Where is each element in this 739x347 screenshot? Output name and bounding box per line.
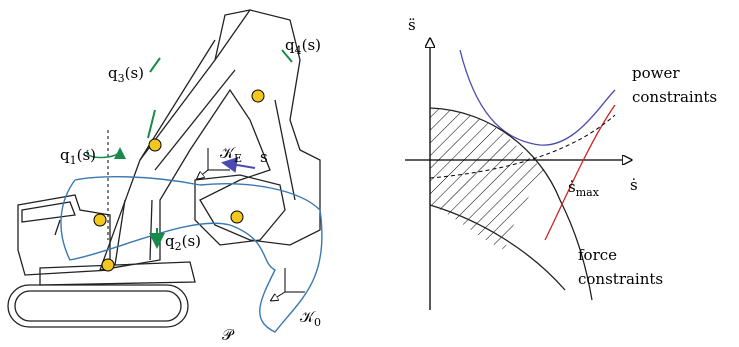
- power-label: power: [632, 64, 680, 82]
- label: s: [260, 148, 268, 166]
- x-mark-label-part: max: [576, 186, 600, 199]
- figure: q3(s)q4(s)q1(s)𝒦Esq2(s)𝒫𝒦0 s̈ṡṡmaxpowerc…: [0, 0, 739, 347]
- label-part: (s): [182, 232, 201, 250]
- force-label: constraints: [578, 270, 663, 288]
- label-part: s: [260, 148, 268, 166]
- power-label-part: constraints: [632, 88, 717, 106]
- label-part: E: [234, 152, 242, 165]
- x-mark-label: ṡmax: [568, 178, 600, 199]
- power-label-part: power: [632, 64, 680, 82]
- y-axis-label: s̈: [408, 16, 416, 34]
- label: 𝒦0: [300, 308, 321, 329]
- label-part: 𝒫: [222, 326, 235, 344]
- label-part: q: [165, 232, 175, 250]
- label: q4(s): [285, 36, 321, 57]
- label-part: (s): [302, 36, 321, 54]
- excavator: [8, 10, 322, 332]
- label: q1(s): [60, 146, 96, 167]
- label-part: 1: [70, 154, 77, 167]
- x-mark-label-part: ṡ: [568, 178, 576, 196]
- label-part: (s): [125, 64, 144, 82]
- label-part: (s): [77, 146, 96, 164]
- label: 𝒦E: [220, 144, 242, 165]
- y-axis-label-part: s̈: [408, 16, 416, 34]
- label-part: 3: [118, 72, 125, 85]
- label: 𝒫: [222, 326, 235, 344]
- label-part: 4: [295, 44, 302, 57]
- force-label-part: force: [578, 246, 617, 264]
- label: q2(s): [165, 232, 201, 253]
- label-part: 2: [175, 240, 182, 253]
- x-axis-label-part: ṡ: [630, 176, 638, 194]
- label-part: q: [60, 146, 70, 164]
- label: q3(s): [108, 64, 144, 85]
- force-label: force: [578, 246, 617, 264]
- label-part: 0: [314, 316, 321, 329]
- label-part: q: [108, 64, 118, 82]
- power-label: constraints: [632, 88, 717, 106]
- label-part: q: [285, 36, 295, 54]
- force-label-part: constraints: [578, 270, 663, 288]
- x-axis-label: ṡ: [630, 176, 638, 194]
